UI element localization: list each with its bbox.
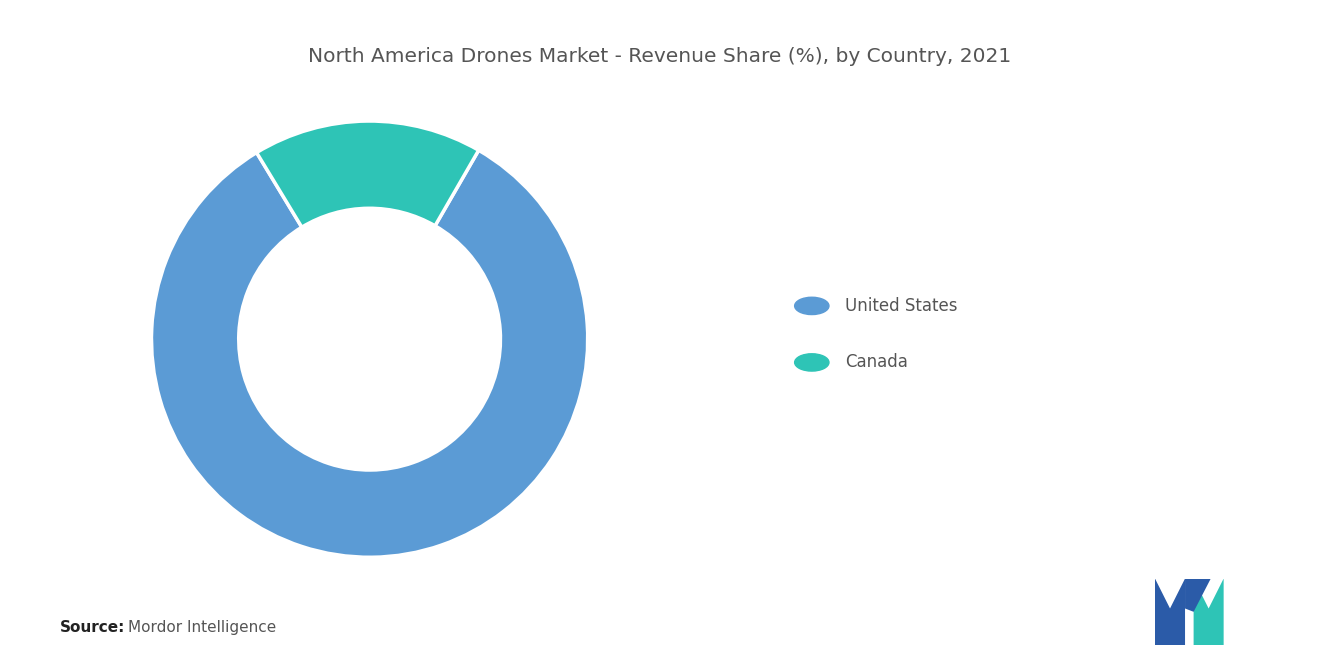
Text: United States: United States <box>845 297 957 315</box>
Wedge shape <box>256 121 479 227</box>
Polygon shape <box>1185 579 1210 612</box>
Wedge shape <box>152 150 587 557</box>
Polygon shape <box>1155 579 1185 645</box>
Text: Mordor Intelligence: Mordor Intelligence <box>128 620 276 635</box>
Text: Canada: Canada <box>845 353 908 372</box>
Text: North America Drones Market - Revenue Share (%), by Country, 2021: North America Drones Market - Revenue Sh… <box>309 47 1011 66</box>
Text: Source:: Source: <box>59 620 125 635</box>
Polygon shape <box>1193 579 1224 645</box>
